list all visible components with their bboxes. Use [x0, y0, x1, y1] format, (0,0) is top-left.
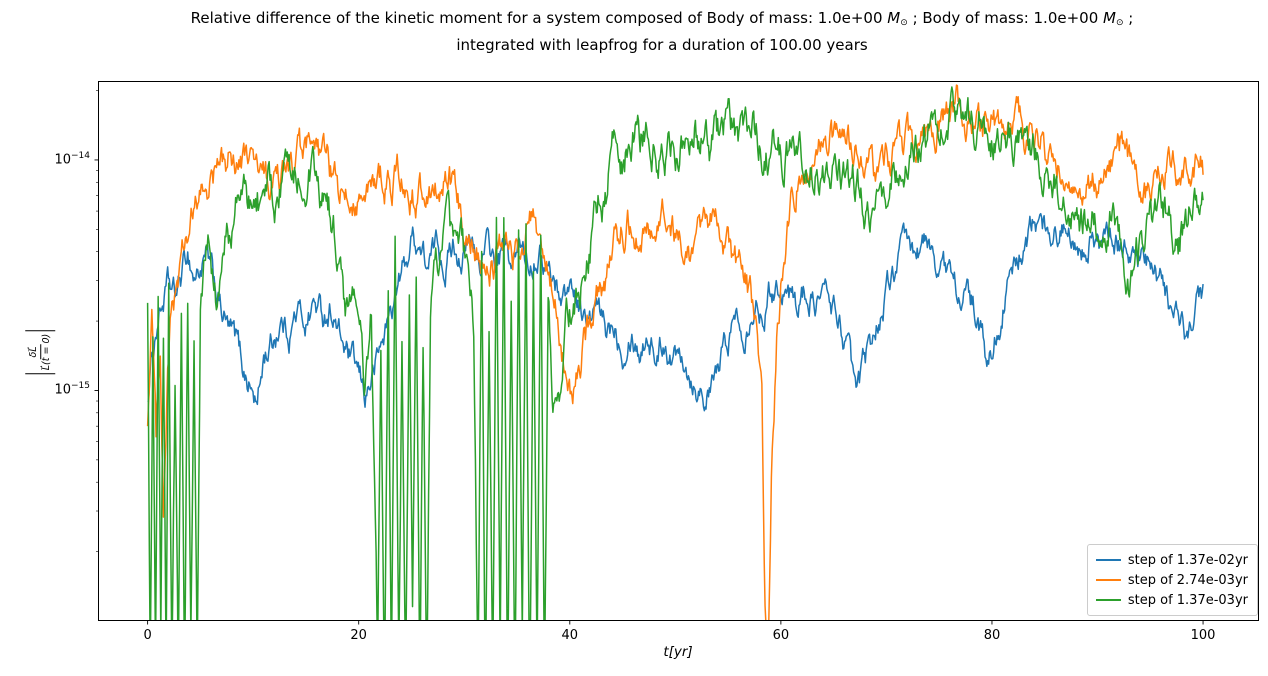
- abs-bar-left: [24, 373, 55, 375]
- ylabel-numerator: δL⃗: [28, 344, 41, 360]
- series-lines: [146, 84, 1204, 621]
- x-tick-label: 100: [1190, 628, 1216, 643]
- y-axis-label: δL⃗ L⃗(t = 0): [14, 306, 66, 398]
- chart-title: Relative difference of the kinetic momen…: [191, 7, 1134, 56]
- legend: step of 1.37e-02yr step of 2.74e-03yr step…: [1086, 544, 1258, 616]
- x-tick-label: 60: [772, 628, 790, 643]
- legend-label: step of 1.37e-02yr: [1127, 552, 1248, 568]
- legend-label: step of 2.74e-03yr: [1127, 572, 1248, 588]
- legend-item: step of 1.37e-02yr: [1095, 550, 1248, 570]
- y-tick-label: 10−14: [54, 150, 90, 168]
- x-tick-label: 20: [350, 628, 367, 643]
- legend-item: step of 1.37e-03yr: [1095, 590, 1248, 610]
- x-tick-label: 40: [561, 628, 579, 643]
- legend-line-sample: [1095, 599, 1121, 601]
- series-line-0: [147, 212, 1204, 412]
- legend-label: step of 1.37e-03yr: [1127, 592, 1248, 608]
- chart-title-line2: integrated with leapfrog for a duration …: [456, 36, 868, 54]
- axis-ticks: [94, 90, 1204, 625]
- axes-frame: [98, 81, 1259, 621]
- chart-title-line1: Relative difference of the kinetic momen…: [190, 9, 1134, 28]
- x-axis-label: t[yr]: [663, 644, 693, 660]
- legend-line-sample: [1095, 579, 1121, 581]
- series-line-2: [146, 86, 1204, 621]
- abs-bar-right: [24, 329, 55, 331]
- legend-item: step of 2.74e-03yr: [1095, 570, 1248, 590]
- ylabel-denominator: L⃗(t = 0): [40, 333, 52, 371]
- y-tick-label: 10−15: [54, 381, 90, 398]
- y-axis-label-fraction: δL⃗ L⃗(t = 0): [24, 329, 55, 375]
- x-tick-label: 0: [143, 628, 152, 643]
- legend-line-sample: [1095, 559, 1121, 561]
- x-tick-label: 80: [983, 628, 1001, 643]
